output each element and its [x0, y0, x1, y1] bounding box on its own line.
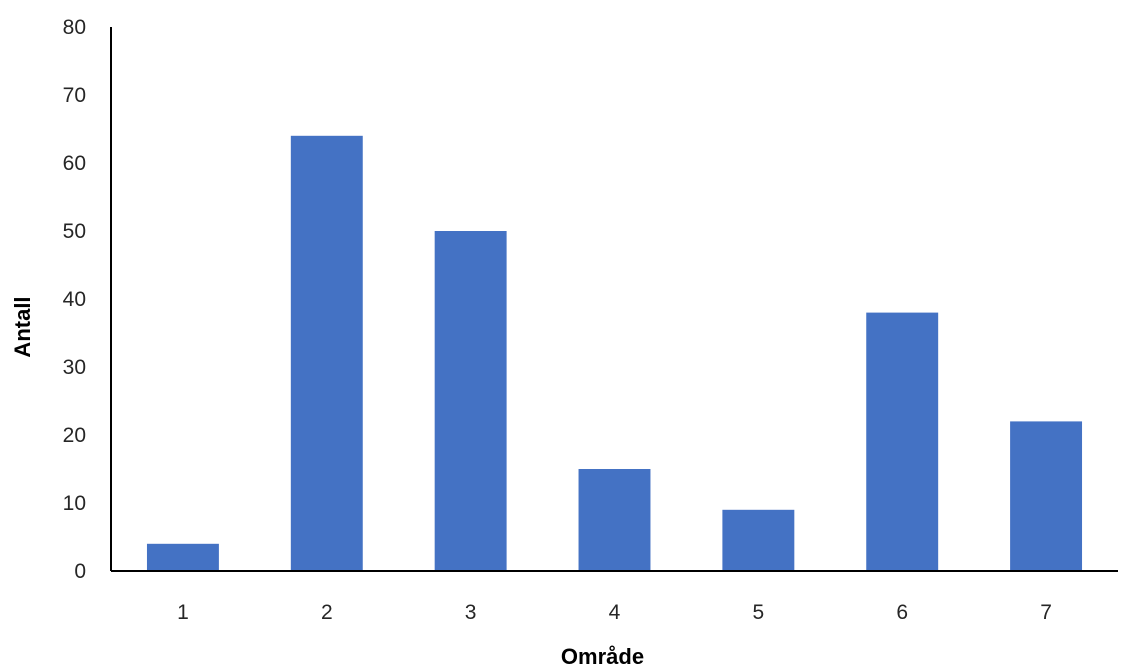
x-tick-label: 3	[465, 601, 477, 624]
y-tick-label: 30	[63, 356, 86, 379]
y-tick-label: 80	[63, 16, 86, 39]
x-tick-label: 6	[896, 601, 908, 624]
x-axis-title: Område	[561, 644, 644, 669]
bar	[1010, 421, 1083, 571]
y-tick-label: 60	[63, 152, 86, 175]
y-tick-label: 10	[63, 492, 86, 515]
bars	[146, 135, 1083, 572]
bar	[146, 543, 219, 571]
x-tick-label: 2	[321, 601, 333, 624]
bar	[578, 469, 651, 571]
y-tick-label: 20	[63, 424, 86, 447]
y-axis-title: Antall	[10, 296, 35, 357]
y-tick-label: 0	[74, 560, 86, 583]
y-tick-label: 50	[63, 220, 86, 243]
x-tick-label: 4	[609, 601, 621, 624]
x-axis-ticks: 1 2 3 4 5 6 7	[177, 601, 1052, 624]
x-tick-label: 1	[177, 601, 189, 624]
y-tick-label: 70	[63, 84, 86, 107]
bar	[290, 135, 363, 572]
bar	[866, 312, 939, 571]
y-axis-ticks: 0 10 20 30 40 50 60 70 80	[63, 16, 86, 583]
bar	[722, 509, 795, 571]
x-tick-label: 7	[1040, 601, 1052, 624]
bar	[434, 231, 507, 571]
x-tick-label: 5	[753, 601, 765, 624]
y-tick-label: 40	[63, 288, 86, 311]
